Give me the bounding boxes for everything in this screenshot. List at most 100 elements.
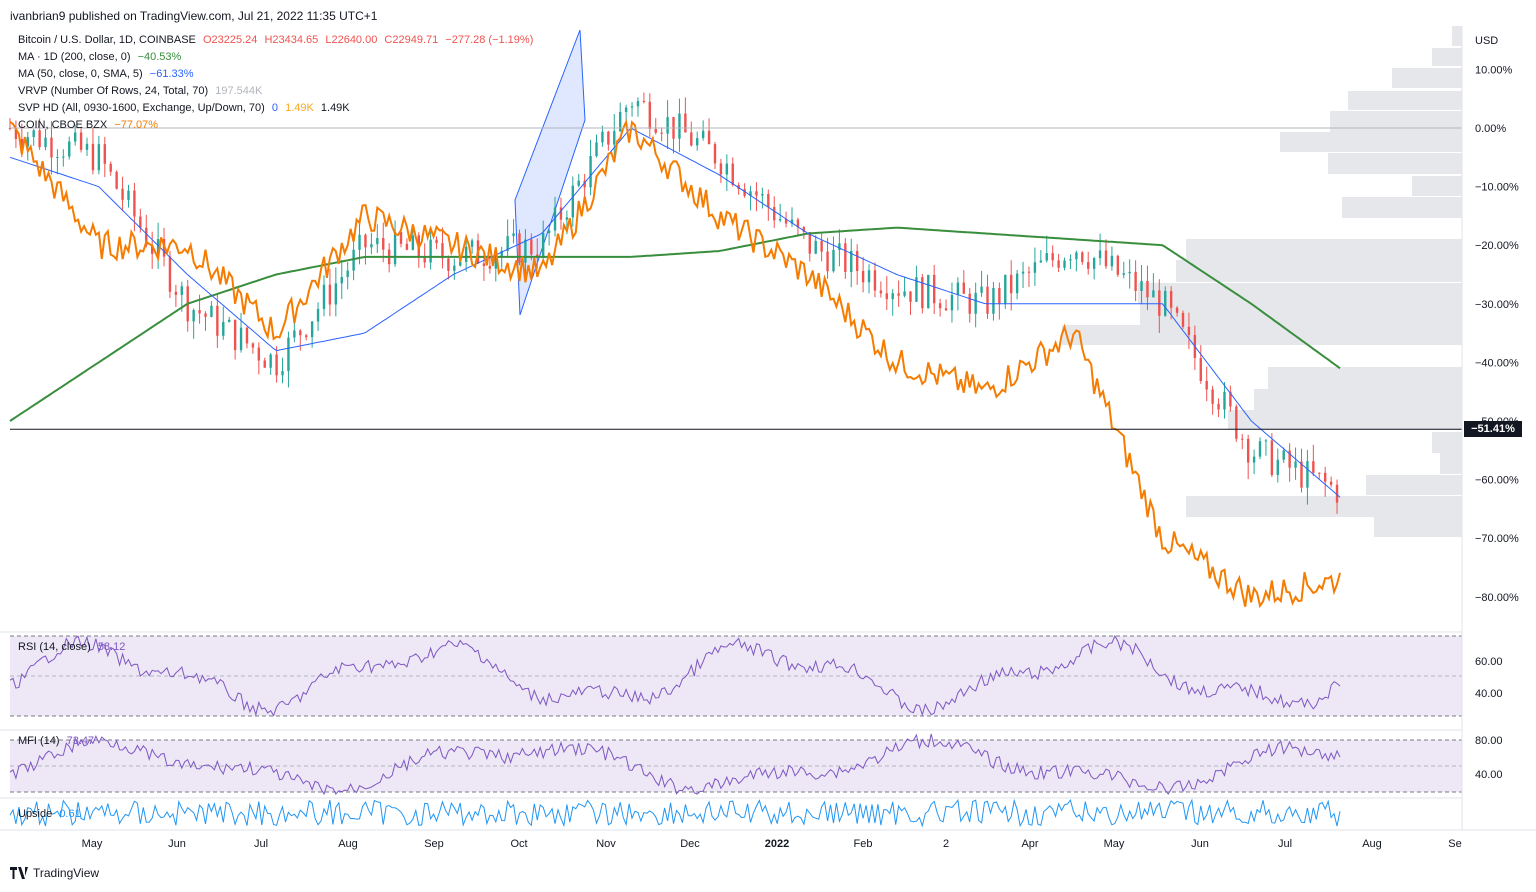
- footer-brand[interactable]: TradingView: [33, 866, 100, 880]
- candle-body: [820, 240, 823, 252]
- candle-body: [500, 250, 503, 257]
- candle-body: [891, 293, 894, 300]
- candle-body: [1146, 280, 1149, 298]
- candle-body: [494, 256, 497, 269]
- candle-body: [245, 327, 249, 344]
- candle-body: [97, 144, 101, 171]
- candle-body: [909, 291, 912, 302]
- candle-body: [992, 288, 995, 314]
- candle-body: [293, 330, 296, 338]
- candle-body: [666, 117, 669, 134]
- candle-body: [950, 294, 954, 311]
- candle-body: [1282, 450, 1285, 460]
- candle-body: [222, 321, 225, 336]
- time-tick-label: Jun: [168, 838, 186, 850]
- candle-body: [1335, 484, 1339, 503]
- time-tick-label: 2022: [765, 838, 789, 850]
- candle-body: [257, 347, 261, 361]
- volume-profile-bar: [1176, 260, 1462, 282]
- candle-body: [701, 130, 705, 139]
- candle-body: [127, 190, 130, 200]
- footer: TradingView: [10, 866, 99, 880]
- candle-body: [962, 282, 966, 294]
- legend-symbol[interactable]: Bitcoin / U.S. Dollar, 1D, COINBASE: [18, 34, 196, 46]
- price-unit-label: USD: [1475, 35, 1498, 47]
- candles: [8, 92, 1339, 514]
- candle-body: [20, 138, 24, 147]
- candle-body: [328, 284, 332, 305]
- legend-ma200-label[interactable]: MA · 1D (200, close, 0): [18, 51, 131, 63]
- price-tick-label: −10.00%: [1475, 182, 1519, 194]
- mfi-legend: MFI (14) 73.47: [18, 733, 98, 750]
- candle-body: [784, 218, 788, 224]
- legend-ma50-label[interactable]: MA (50, close, 0, SMA, 5): [18, 68, 143, 80]
- upside-label[interactable]: Upside: [18, 808, 53, 820]
- candle-body: [1323, 472, 1327, 482]
- mfi-pane: 80.00 40.00: [9, 733, 1503, 796]
- candle-body: [1069, 259, 1072, 261]
- candle-body: [755, 191, 758, 196]
- candle-body: [553, 207, 557, 231]
- candle-body: [737, 185, 740, 190]
- candle-body: [1211, 389, 1214, 404]
- candle-body: [358, 234, 361, 250]
- candle-body: [974, 292, 977, 314]
- candle-body: [1015, 273, 1019, 294]
- candle-body: [139, 216, 142, 228]
- time-axis[interactable]: May Jun Jul Aug Sep Oct Nov Dec 2022 Feb 2 Apr May Ju…: [82, 838, 1462, 850]
- legend-ma50-value: −61.33%: [149, 68, 194, 80]
- volume-profile-bar: [1440, 453, 1462, 474]
- price-tick-label: −80.00%: [1475, 592, 1519, 604]
- candle-body: [156, 239, 160, 254]
- candle-body: [26, 137, 29, 147]
- volume-profile-bar: [1138, 283, 1462, 304]
- candle-body: [1264, 440, 1268, 442]
- legend-coin-label[interactable]: COIN, CBOE BZX: [18, 119, 108, 131]
- candle-body: [447, 258, 450, 271]
- candle-body: [1205, 381, 1208, 390]
- legend-coin-value: −77.07%: [114, 119, 159, 131]
- candle-body: [174, 291, 178, 295]
- oscillator-line: [9, 733, 1341, 796]
- coin-line: [9, 118, 1341, 609]
- price-tick-label: −30.00%: [1475, 299, 1519, 311]
- candle-body: [1045, 253, 1048, 261]
- legend-high: H23434.65: [264, 34, 319, 46]
- candle-body: [464, 246, 468, 262]
- candle-body: [1241, 438, 1244, 440]
- candle-body: [1039, 260, 1043, 263]
- candle-body: [488, 265, 492, 269]
- candle-body: [530, 239, 533, 255]
- candle-body: [1199, 357, 1202, 382]
- candle-body: [1140, 280, 1143, 292]
- candle-body: [707, 130, 711, 145]
- legend-vrvp-label[interactable]: VRVP (Number Of Rows, 24, Total, 70): [18, 85, 209, 97]
- volume-profile-bar: [1452, 26, 1462, 46]
- candle-body: [1004, 274, 1007, 304]
- candle-body: [743, 189, 746, 196]
- volume-profile-bar: [1392, 68, 1462, 88]
- candle-body: [204, 313, 207, 317]
- price-tick-label: 10.00%: [1475, 64, 1513, 76]
- candle-body: [1098, 250, 1102, 259]
- candle-body: [938, 303, 942, 309]
- time-tick-label: Nov: [596, 838, 616, 850]
- price-axis[interactable]: 10.00% 0.00% −10.00% −20.00% −30.00% −40.00% −…: [1475, 35, 1519, 604]
- time-tick-label: Sep: [424, 838, 444, 850]
- candle-body: [1057, 260, 1060, 268]
- mfi-label[interactable]: MFI (14): [18, 735, 60, 747]
- candle-body: [613, 131, 616, 145]
- candle-body: [1128, 271, 1131, 274]
- candle-body: [251, 343, 255, 348]
- candle-body: [121, 188, 124, 200]
- candle-body: [601, 131, 604, 143]
- candle-body: [180, 286, 184, 295]
- candle-body: [1270, 440, 1274, 475]
- candle-body: [956, 282, 960, 295]
- rsi-label[interactable]: RSI (14, close): [18, 641, 91, 653]
- candle-body: [998, 288, 1001, 304]
- legend-svp-label[interactable]: SVP HD (All, 0930-1600, Exchange, Up/Dow…: [18, 102, 265, 114]
- candle-body: [210, 305, 213, 317]
- oscillator-line: [9, 634, 1341, 717]
